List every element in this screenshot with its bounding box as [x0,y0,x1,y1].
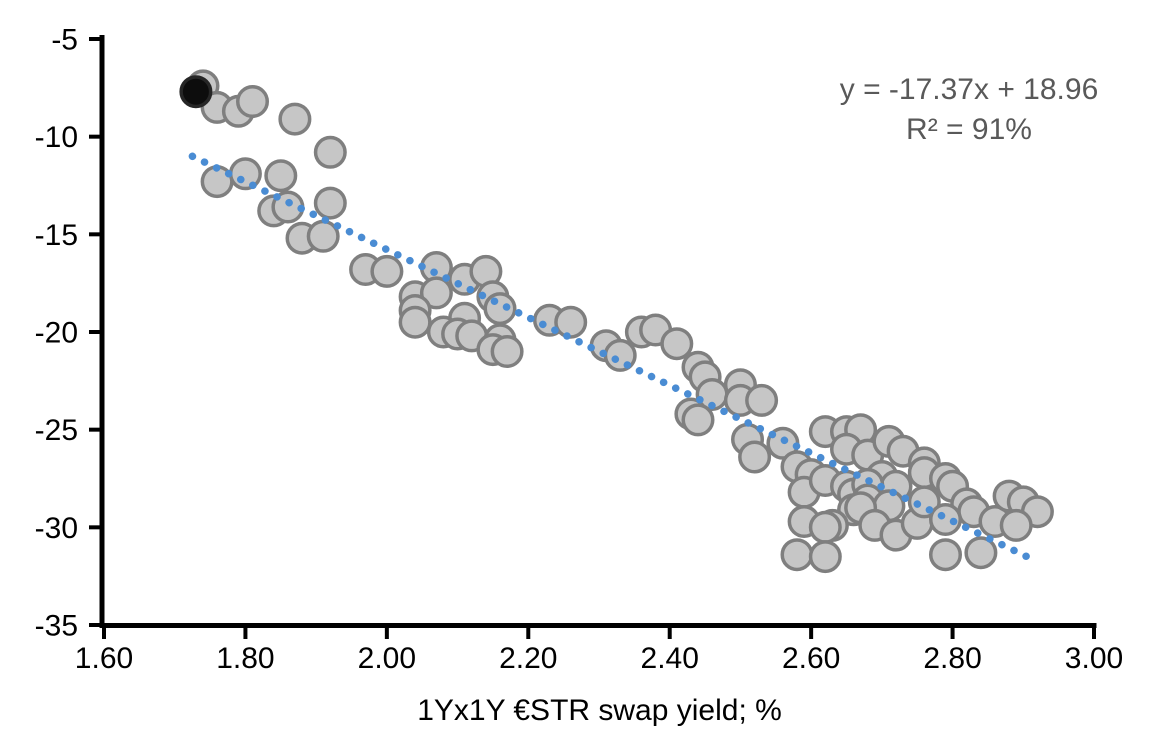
tick-marks [89,37,1096,639]
scatter-point [419,276,453,310]
scatter-point [745,383,779,417]
x-tick-label: 1.80 [216,642,274,675]
y-tick-label: -15 [35,219,78,252]
scatter-point [264,159,298,193]
x-tick-label: 2.00 [358,642,416,675]
scatter-point [929,503,962,536]
scatter-point [780,538,814,572]
y-tick-label: -20 [35,317,78,350]
highlighted-scatter-point [179,75,213,109]
x-tick-label: 3.00 [1065,642,1123,675]
trendline-annotation: y = -17.37x + 18.96 R² = 91% [804,70,1134,150]
x-tick-label: 1.60 [75,642,133,675]
scatter-point [964,536,998,570]
scatter-point [313,135,347,169]
y-tick-label: -25 [35,414,78,447]
scatter-point [483,292,517,326]
scatter-point [999,508,1033,542]
scatter-point [490,335,524,368]
highlighted-point-group [179,75,213,109]
scatter-point [660,327,694,361]
x-tick-label: 2.40 [641,642,699,675]
x-tick-label: 2.60 [782,642,840,675]
scatter-point [278,102,312,136]
y-tick-label: -10 [35,121,78,154]
scatter-point [808,540,842,574]
y-tick-label: -5 [51,24,78,57]
r-squared-text: R² = 91% [906,113,1032,146]
scatter-point [398,305,432,339]
y-tick-label: -30 [35,512,78,545]
scatter-point [236,85,269,118]
x-tick-label: 2.20 [499,642,557,675]
scatter-point [738,440,772,474]
scatter-point [370,254,404,288]
scatter-point [554,305,588,339]
scatter-point [681,403,715,437]
tick-labels: -5 -10 -15 -20 -25 -30 -351.60 1.80 2.00 2.20 2.40… [35,24,1124,676]
scatter-point [306,219,340,253]
x-axis-title: 1Yx1Y €STR swap yield; % [417,694,782,727]
y-tick-label: -35 [35,610,78,643]
trendline-equation-text: y = -17.37x + 18.96 [839,73,1099,106]
scatter-point [808,510,842,544]
scatter-point [929,538,962,572]
x-tick-label: 2.80 [923,642,981,675]
scatter-point [313,186,347,220]
observation-points [186,69,1054,574]
